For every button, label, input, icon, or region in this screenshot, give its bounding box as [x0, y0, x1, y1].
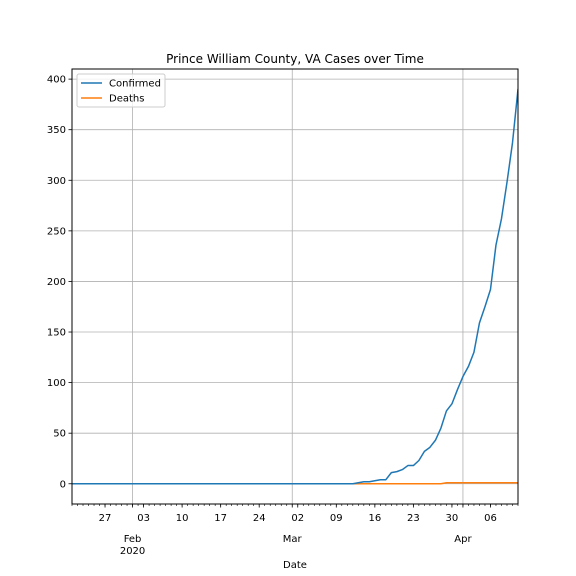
y-tick-label: 150: [47, 328, 66, 339]
legend-label: Deaths: [109, 94, 144, 105]
x-tick-label: 24: [253, 513, 266, 524]
x-tick-label: 03: [137, 513, 150, 524]
x-year-label: 2020: [120, 546, 145, 557]
x-tick-label: 06: [484, 513, 497, 524]
x-month-label: Mar: [283, 534, 303, 545]
y-tick-label: 300: [47, 176, 66, 187]
chart-title: Prince William County, VA Cases over Tim…: [166, 52, 424, 66]
legend-label: Confirmed: [109, 79, 161, 90]
x-tick-label: 02: [291, 513, 304, 524]
y-tick-label: 250: [47, 226, 66, 237]
x-tick-label: 10: [176, 513, 189, 524]
x-axis-label: Date: [283, 560, 307, 571]
x-tick-label: 23: [407, 513, 420, 524]
y-tick-label: 200: [47, 277, 66, 288]
y-tick-label: 100: [47, 378, 66, 389]
series-lines: [72, 88, 518, 485]
axis-ticks: 0 50 100 150 200 250 300 350 400 27 03 10 17 24 02 09 16…: [47, 75, 519, 557]
x-tick-label: 09: [330, 513, 343, 524]
x-tick-label: 27: [99, 513, 112, 524]
x-month-label: Apr: [454, 534, 472, 545]
series-line-confirmed: [72, 88, 518, 485]
y-tick-label: 400: [47, 75, 66, 86]
plot-frame: [71, 68, 519, 505]
x-tick-label: 17: [214, 513, 227, 524]
legend: Confirmed Deaths: [76, 73, 166, 108]
y-tick-label: 0: [60, 479, 66, 490]
y-tick-label: 50: [53, 429, 66, 440]
y-tick-label: 350: [47, 125, 66, 136]
x-month-label: Feb: [124, 534, 142, 545]
x-tick-label: 30: [446, 513, 459, 524]
x-tick-label: 16: [368, 513, 381, 524]
